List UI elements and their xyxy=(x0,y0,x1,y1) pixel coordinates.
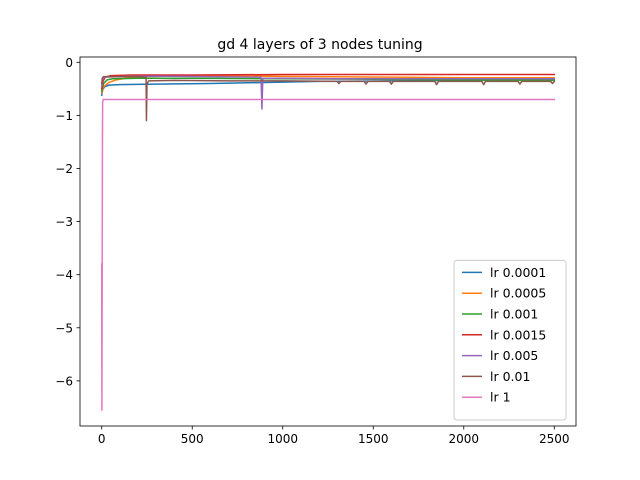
y-tick-label: −1 xyxy=(55,109,73,123)
y-tick-label: −5 xyxy=(55,321,73,335)
legend-box xyxy=(453,259,567,421)
series-line-5 xyxy=(100,75,556,122)
series-line-6 xyxy=(100,98,556,411)
x-tick-label: 2000 xyxy=(448,432,479,446)
legend-label-4: lr 0.005 xyxy=(490,348,538,363)
series-line-3 xyxy=(100,73,556,90)
y-tick-label: −3 xyxy=(55,215,73,229)
legend-label-0: lr 0.0001 xyxy=(490,265,546,280)
legend-label-2: lr 0.001 xyxy=(490,307,538,322)
chart-title: gd 4 layers of 3 nodes tuning xyxy=(217,37,422,53)
y-tick-label: −2 xyxy=(55,162,73,176)
legend-label-3: lr 0.0015 xyxy=(490,327,546,342)
y-tick-label: −6 xyxy=(55,374,73,388)
series-line-2 xyxy=(100,77,556,93)
x-tick-label: 500 xyxy=(181,432,204,446)
legend-label-1: lr 0.0005 xyxy=(490,286,546,301)
axes: 0 500 1000 1500 2000 2500 0 −1 −2 −3 −4 −5 −6 xyxy=(55,56,577,446)
axes-frame xyxy=(79,56,577,427)
y-tick-label: 0 xyxy=(65,56,73,70)
legend: lr 0.0001 lr 0.0005 lr 0.001 lr 0.0015 lr 0.… xyxy=(453,259,567,421)
legend-label-5: lr 0.01 xyxy=(490,369,530,384)
x-tick-label: 2500 xyxy=(539,432,570,446)
x-tick-label: 1500 xyxy=(358,432,389,446)
x-tick-label: 1000 xyxy=(267,432,298,446)
x-tick-label: 0 xyxy=(98,432,106,446)
y-tick-label: −4 xyxy=(55,268,73,282)
legend-label-6: lr 1 xyxy=(490,390,511,405)
plot-area xyxy=(100,73,556,411)
